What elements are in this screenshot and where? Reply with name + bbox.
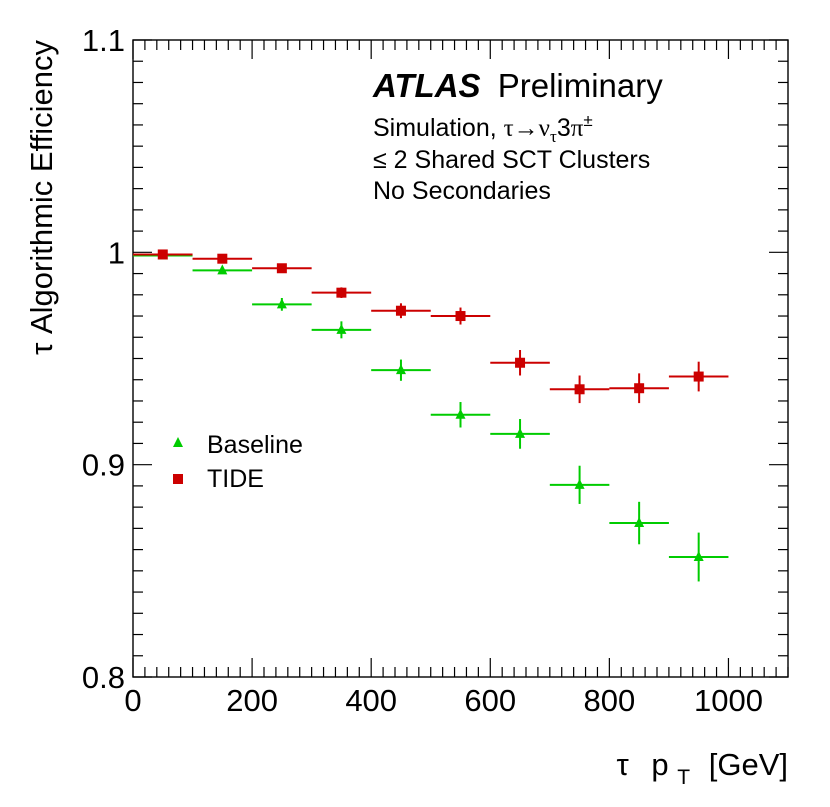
y-tick-label: 0.8 xyxy=(82,660,125,695)
x-tick-label: 600 xyxy=(464,683,516,718)
baseline-point xyxy=(336,323,347,334)
x-tick-labels: 0 200 400 600 800 1000 xyxy=(124,683,763,718)
baseline-point xyxy=(634,517,645,528)
atlas-experiment: ATLAS xyxy=(372,67,481,104)
tide-point xyxy=(395,305,406,316)
x-axis-label: τ p T [GeV] xyxy=(617,747,788,791)
legend-tide-label: TIDE xyxy=(207,465,264,493)
tide-point xyxy=(515,357,526,368)
decay-nu-sub: τ xyxy=(550,127,557,146)
annotation-line-2: ≤ 2 Shared SCT Clusters xyxy=(373,146,650,174)
legend-baseline-marker xyxy=(173,437,183,447)
decay-arrow: → xyxy=(514,114,539,142)
tide-point xyxy=(336,287,347,298)
baseline-point xyxy=(455,408,466,419)
atlas-label: ATLAS Preliminary xyxy=(372,67,663,104)
baseline-point xyxy=(515,427,526,438)
y-tick-label: 1 xyxy=(108,235,125,270)
baseline-point xyxy=(276,298,287,309)
axis-ticks xyxy=(132,39,789,678)
baseline-point xyxy=(693,551,704,562)
y-tick-label: 1.1 xyxy=(82,23,125,58)
decay-three: 3 xyxy=(557,114,571,142)
x-tick-label: 0 xyxy=(124,683,141,718)
y-tick-label: 0.9 xyxy=(82,448,125,483)
baseline-point xyxy=(395,364,406,375)
tide-point xyxy=(574,384,585,395)
x-axis-label-main: p xyxy=(651,747,668,782)
decay-pi: π xyxy=(571,115,584,142)
x-axis-label-unit: [GeV] xyxy=(709,747,788,782)
baseline-point xyxy=(217,264,228,275)
tide-point xyxy=(276,263,287,274)
decay-pi-sup: ± xyxy=(583,111,592,130)
tide-point xyxy=(455,311,466,322)
annotation-line-3: No Secondaries xyxy=(373,177,551,205)
x-axis-label-sub: T xyxy=(677,766,690,789)
series-tide xyxy=(133,249,729,404)
x-tick-label: 1000 xyxy=(694,683,763,718)
x-tick-label: 800 xyxy=(583,683,635,718)
legend-tide-marker xyxy=(173,474,183,484)
atlas-status: Preliminary xyxy=(498,67,664,104)
x-tick-label: 400 xyxy=(345,683,397,718)
y-tick-labels: 0.8 0.9 1 1.1 xyxy=(82,23,125,695)
tide-point xyxy=(217,253,228,264)
y-axis-label: τ Algorithmic Efficiency xyxy=(24,40,59,355)
series-baseline xyxy=(133,249,729,582)
annotation-line-1: Simulation, τ→ντ3π± xyxy=(373,111,593,146)
data-series xyxy=(133,249,729,582)
tide-point xyxy=(693,371,704,382)
decay-tau: τ xyxy=(504,115,514,142)
x-axis-label-prefix: τ xyxy=(617,747,629,782)
tide-point xyxy=(157,249,168,260)
legend-baseline-label: Baseline xyxy=(207,431,303,459)
decay-nu: ν xyxy=(539,115,550,142)
tide-point xyxy=(634,383,645,394)
x-tick-label: 200 xyxy=(226,683,278,718)
baseline-point xyxy=(574,478,585,489)
annotation-simulation: Simulation, xyxy=(373,114,504,142)
legend: Baseline TIDE xyxy=(173,431,303,493)
